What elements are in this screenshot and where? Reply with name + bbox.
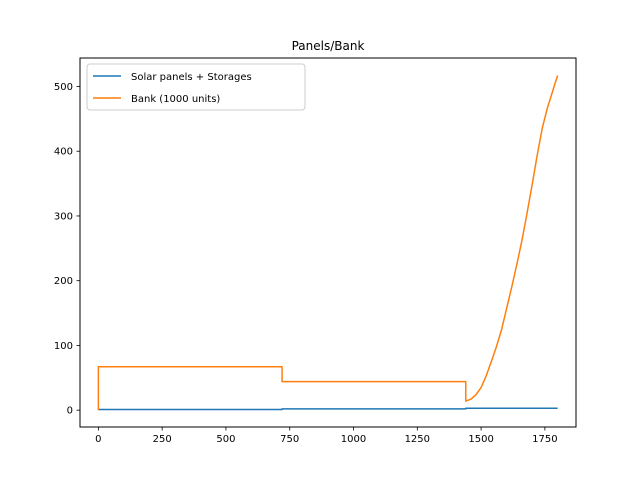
x-tick-label: 500 xyxy=(216,434,235,445)
legend-box xyxy=(86,63,306,111)
y-tick-label: 400 xyxy=(54,147,73,158)
legend-label: Solar panels + Storages xyxy=(131,72,252,83)
y-tick-label: 0 xyxy=(67,406,73,417)
y-tick-label: 500 xyxy=(54,82,73,93)
x-tick-label: 1500 xyxy=(468,434,493,445)
series-line-1 xyxy=(98,407,558,411)
legend: Solar panels + Storages Bank (1000 units) xyxy=(86,63,306,111)
plot-area xyxy=(79,57,577,428)
y-tick-label: 100 xyxy=(54,341,73,352)
x-tick-label: 1250 xyxy=(405,434,430,445)
series-line-2 xyxy=(97,75,559,411)
y-tick-label: 200 xyxy=(54,276,73,287)
x-axis: 0 250 500 750 1000 1250 1500 1750 xyxy=(95,427,558,445)
x-tick-label: 1000 xyxy=(341,434,366,445)
x-tick-label: 750 xyxy=(280,434,299,445)
x-tick-label: 1750 xyxy=(532,434,557,445)
axes-frame xyxy=(79,57,577,428)
y-axis: 0 100 200 300 400 500 xyxy=(54,82,80,417)
y-tick-label: 300 xyxy=(54,211,73,222)
chart-title: Panels/Bank xyxy=(292,39,365,53)
x-tick-label: 0 xyxy=(95,434,101,445)
legend-label: Bank (1000 units) xyxy=(131,94,220,105)
series-layer xyxy=(97,75,559,411)
x-tick-label: 250 xyxy=(153,434,172,445)
